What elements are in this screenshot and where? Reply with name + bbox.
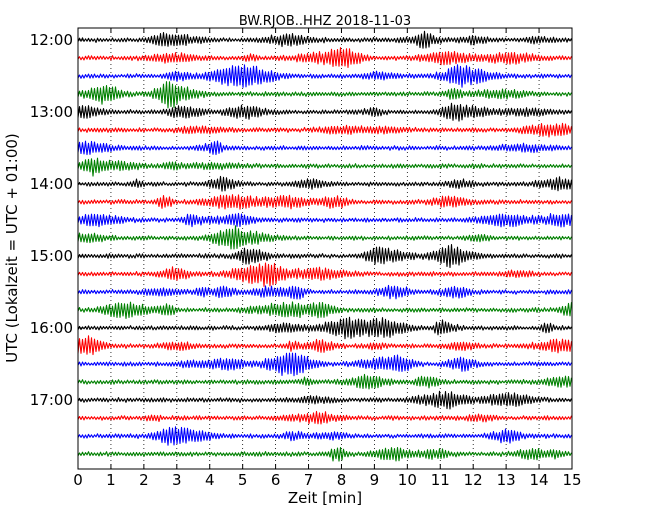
x-tick-label: 9 — [370, 471, 380, 489]
y-tick-label: 16:00 — [30, 319, 73, 337]
trace-1600 — [77, 316, 572, 340]
trace-1445 — [77, 225, 572, 250]
trace-1730 — [77, 426, 572, 446]
trace-1745 — [77, 446, 572, 462]
trace-1545 — [77, 301, 573, 320]
x-tick-label: 1 — [106, 471, 116, 489]
x-tick-label: 5 — [238, 471, 248, 489]
trace-1315 — [77, 122, 573, 138]
chart-title: BW.RJOB..HHZ 2018-11-03 — [239, 14, 411, 29]
y-tick-label: 12:00 — [30, 31, 73, 49]
y-tick-label: 13:00 — [30, 103, 73, 121]
x-tick-label: 12 — [464, 471, 483, 489]
x-tick-label: 11 — [431, 471, 450, 489]
x-tick-label: 6 — [271, 471, 281, 489]
trace-1400 — [77, 175, 573, 192]
x-tick-label: 2 — [139, 471, 149, 489]
y-tick-label: 15:00 — [30, 247, 73, 265]
x-tick-label: 15 — [562, 471, 581, 489]
trace-1200 — [77, 30, 572, 49]
x-tick-label: 7 — [304, 471, 314, 489]
y-tick-label: 14:00 — [30, 175, 73, 193]
y-axis: 12:00 13:00 14:00 15:00 16:00 17:00 — [30, 31, 572, 409]
trace-1345 — [77, 157, 572, 177]
x-tick-label: 13 — [497, 471, 516, 489]
trace-1215 — [77, 47, 572, 69]
trace-1630 — [77, 352, 572, 377]
x-axis-title: Zeit [min] — [288, 489, 362, 507]
trace-1300 — [77, 102, 572, 122]
trace-1415 — [77, 194, 572, 210]
plot-frame — [77, 27, 573, 470]
x-tick-label: 10 — [398, 471, 417, 489]
x-tick-label: 14 — [530, 471, 549, 489]
y-axis-title: UTC (Lokalzeit = UTC + 01:00) — [3, 133, 21, 363]
trace-1430 — [77, 212, 573, 228]
trace-1700 — [77, 390, 572, 410]
trace-1330 — [77, 140, 572, 156]
trace-1230 — [77, 64, 572, 88]
x-tick-label: 3 — [172, 471, 182, 489]
trace-1245 — [77, 81, 572, 109]
trace-1645 — [77, 373, 573, 390]
grid — [110, 28, 540, 469]
traces — [77, 30, 573, 462]
trace-1715 — [77, 410, 573, 425]
trace-1515 — [77, 262, 573, 287]
trace-1615 — [77, 335, 573, 356]
x-axis: 0 1 2 3 4 5 6 7 8 9 10 11 12 13 14 15 — [73, 28, 582, 489]
x-tick-label: 8 — [337, 471, 347, 489]
y-tick-label: 17:00 — [30, 391, 73, 409]
x-tick-label: 0 — [73, 471, 83, 489]
x-tick-label: 4 — [205, 471, 215, 489]
trace-1500 — [77, 243, 572, 268]
trace-1530 — [77, 284, 573, 300]
